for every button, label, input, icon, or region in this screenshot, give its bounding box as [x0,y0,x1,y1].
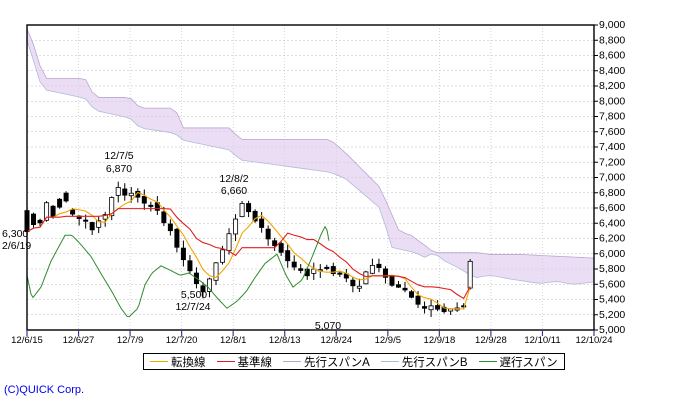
svg-text:6,000: 6,000 [599,248,625,260]
svg-text:9,000: 9,000 [599,19,625,31]
svg-text:8,800: 8,800 [599,34,625,46]
svg-text:7,000: 7,000 [599,172,625,184]
svg-text:8,400: 8,400 [599,65,625,77]
svg-text:8,600: 8,600 [599,50,625,62]
svg-text:7,800: 7,800 [599,111,625,123]
svg-text:6,600: 6,600 [599,202,625,214]
svg-text:8,200: 8,200 [599,80,625,92]
svg-text:6,800: 6,800 [599,187,625,199]
svg-text:7,400: 7,400 [599,141,625,153]
svg-text:8,000: 8,000 [599,95,625,107]
svg-text:7,600: 7,600 [599,126,625,138]
svg-text:5,800: 5,800 [599,263,625,275]
svg-text:6,200: 6,200 [599,233,625,245]
svg-text:5,200: 5,200 [599,309,625,321]
svg-text:7,200: 7,200 [599,156,625,168]
svg-text:5,400: 5,400 [599,294,625,306]
svg-text:6,400: 6,400 [599,217,625,229]
svg-text:5,600: 5,600 [599,278,625,290]
